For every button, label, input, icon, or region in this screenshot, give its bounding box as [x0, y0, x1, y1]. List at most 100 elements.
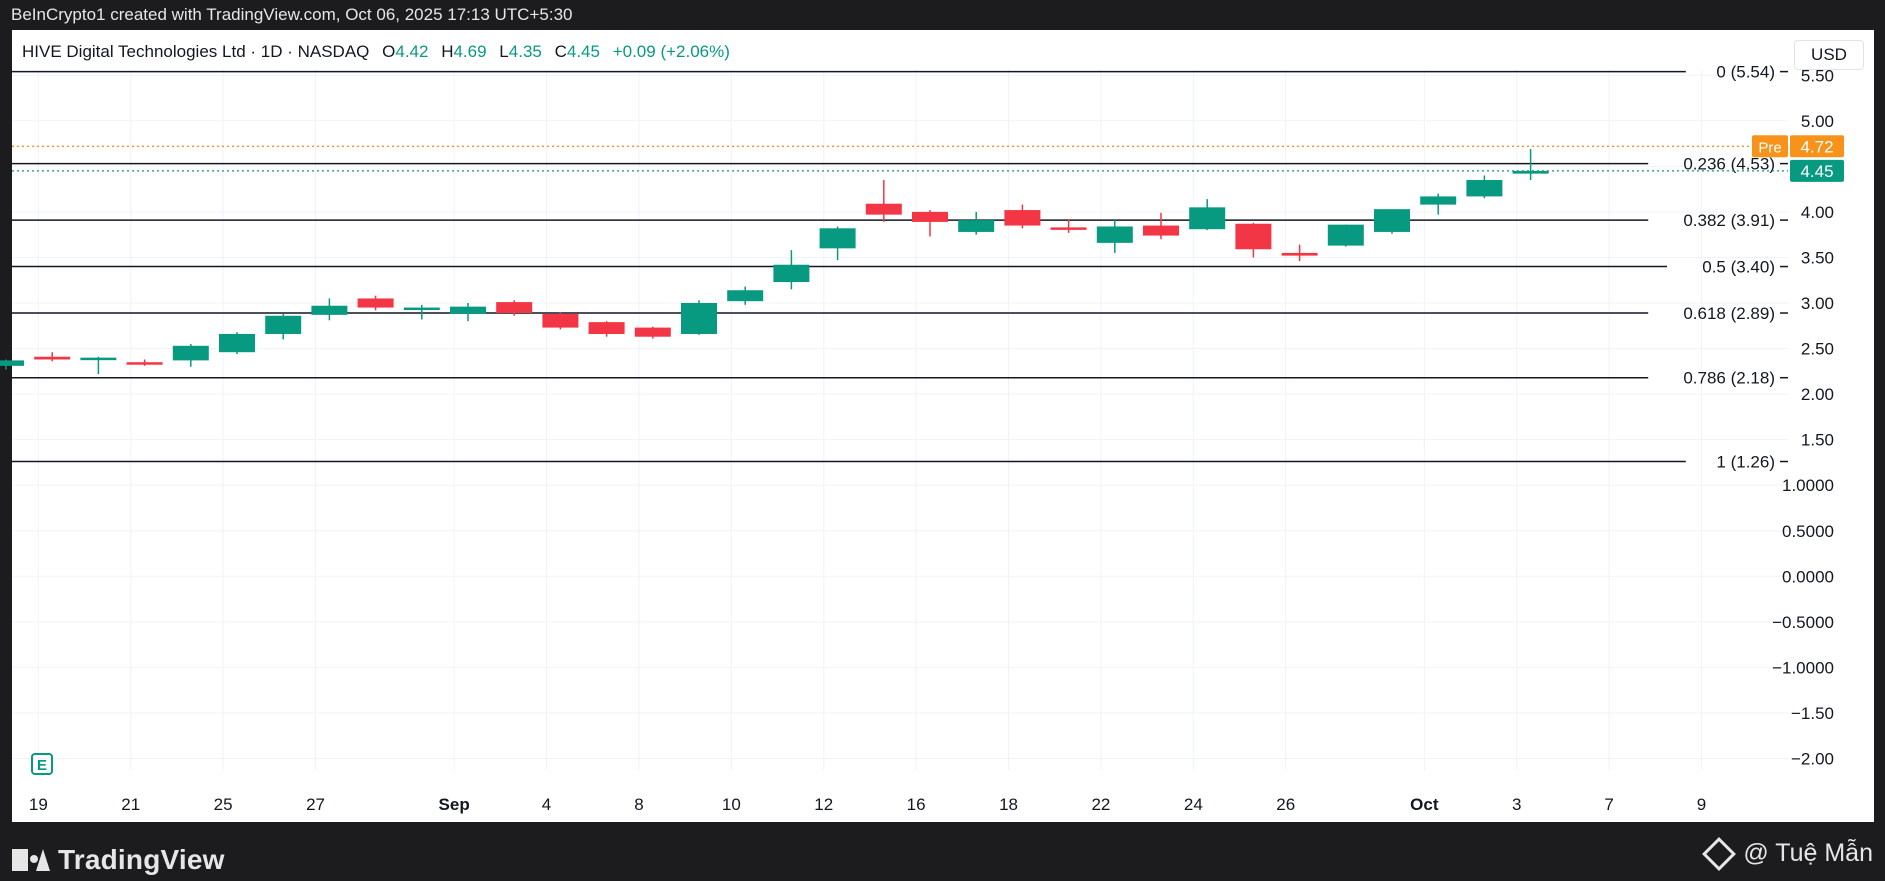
legend-low-label: L [499, 42, 508, 61]
candle[interactable] [1143, 212, 1179, 240]
x-tick-label: 3 [1512, 795, 1521, 814]
candle[interactable] [403, 304, 440, 320]
candle[interactable] [1281, 244, 1318, 262]
candle-body [1096, 226, 1133, 243]
candle-body [1189, 207, 1226, 230]
x-tick-label: 26 [1276, 795, 1295, 814]
x-tick-label: 25 [214, 795, 233, 814]
candle[interactable] [80, 356, 117, 375]
last-price: 4.45 [1800, 162, 1833, 181]
candle-body [403, 307, 440, 311]
y-tick-label: −2.00 [1791, 750, 1834, 769]
candle-body [1512, 170, 1549, 174]
candle[interactable] [1050, 219, 1087, 233]
candle-body [496, 302, 533, 314]
candle-body [172, 345, 209, 361]
candle[interactable] [357, 295, 394, 311]
candle[interactable] [542, 312, 579, 330]
x-tick-label: 27 [306, 795, 325, 814]
candle[interactable] [219, 332, 255, 355]
candle-body [1050, 227, 1087, 230]
x-tick-label: 8 [634, 795, 643, 814]
candle[interactable] [1004, 204, 1041, 229]
candle[interactable] [0, 359, 24, 370]
x-tick-label: 4 [542, 795, 551, 814]
earnings-badge[interactable]: E [31, 753, 53, 775]
x-tick-label: 18 [999, 795, 1018, 814]
y-tick-label: −0.5000 [1772, 613, 1834, 632]
candle-body [450, 306, 486, 314]
candle[interactable] [450, 303, 486, 322]
candle[interactable] [865, 180, 902, 222]
candle-body [1327, 224, 1364, 246]
candle[interactable] [773, 250, 810, 290]
chart-panel[interactable] [12, 30, 1874, 822]
y-tick-label: −1.50 [1791, 704, 1834, 723]
legend-low-value: 4.35 [509, 42, 542, 61]
candle-body [1466, 180, 1503, 197]
x-tick-label: Oct [1410, 795, 1439, 814]
candle[interactable] [912, 210, 948, 237]
candle[interactable] [1374, 209, 1410, 234]
candle[interactable] [311, 298, 348, 321]
candle[interactable] [1235, 222, 1272, 258]
candle[interactable] [819, 226, 856, 261]
x-tick-label: 24 [1184, 795, 1203, 814]
legend-close-label: C [555, 42, 567, 61]
candle[interactable] [1096, 220, 1133, 253]
legend-change: +0.09 (+2.06%) [613, 42, 730, 61]
candle[interactable] [588, 321, 625, 337]
candle-body [634, 327, 671, 337]
candle-body [34, 356, 71, 360]
candle-body [1420, 196, 1457, 205]
tradingview-logo[interactable]: TradingView [12, 844, 225, 876]
y-tick-label: 2.50 [1801, 340, 1834, 359]
candle-body [681, 303, 717, 334]
candle[interactable] [1327, 224, 1364, 247]
candle-body [1143, 225, 1179, 236]
legend-symbol: HIVE Digital Technologies Ltd · 1D · NAS… [22, 42, 369, 61]
candle[interactable] [126, 359, 163, 366]
candle[interactable] [1420, 193, 1457, 215]
author-credit-text: @ Tuệ Mẫn [1743, 839, 1873, 867]
candle-body [219, 333, 255, 353]
candle[interactable] [172, 343, 209, 367]
fib-level-label: 0 (5.54) [1716, 63, 1775, 82]
currency-button[interactable]: USD [1794, 40, 1864, 70]
y-tick-label: 5.00 [1801, 112, 1834, 131]
candle[interactable] [1189, 199, 1226, 231]
y-tick-label: 0.5000 [1782, 522, 1834, 541]
candle[interactable] [1466, 175, 1503, 199]
premarket-price: 4.72 [1800, 137, 1833, 156]
x-tick-label: Sep [439, 795, 470, 814]
x-tick-label: 19 [29, 795, 48, 814]
candle[interactable] [1512, 149, 1549, 181]
candle-body [265, 315, 302, 334]
candle[interactable] [265, 313, 302, 340]
author-credit: @ Tuệ Mẫn [1702, 836, 1873, 871]
candle-body [126, 362, 163, 365]
premarket-tag-label: Pre [1758, 139, 1781, 156]
candle-body [1004, 210, 1041, 226]
candle[interactable] [496, 300, 533, 316]
last-price-tag [1790, 159, 1844, 182]
x-tick-label: 21 [121, 795, 140, 814]
x-tick-label: 10 [722, 795, 741, 814]
candle[interactable] [34, 352, 71, 362]
candle-body [357, 298, 394, 308]
legend-open-value: 4.42 [395, 42, 428, 61]
fib-level-label: 0.382 (3.91) [1683, 211, 1775, 230]
candle[interactable] [634, 326, 671, 339]
fib-level-label: 1 (1.26) [1716, 453, 1775, 472]
attribution-text: BeInCrypto1 created with TradingView.com… [11, 5, 573, 24]
fib-level-label: 0.618 (2.89) [1683, 304, 1775, 323]
x-tick-label: 12 [814, 795, 833, 814]
y-tick-label: 0.0000 [1782, 567, 1834, 586]
candle-body [865, 203, 902, 215]
y-tick-label: 3.50 [1801, 248, 1834, 267]
candle[interactable] [958, 211, 995, 235]
candle[interactable] [681, 300, 717, 335]
candle[interactable] [727, 286, 764, 305]
x-tick-label: 9 [1697, 795, 1706, 814]
